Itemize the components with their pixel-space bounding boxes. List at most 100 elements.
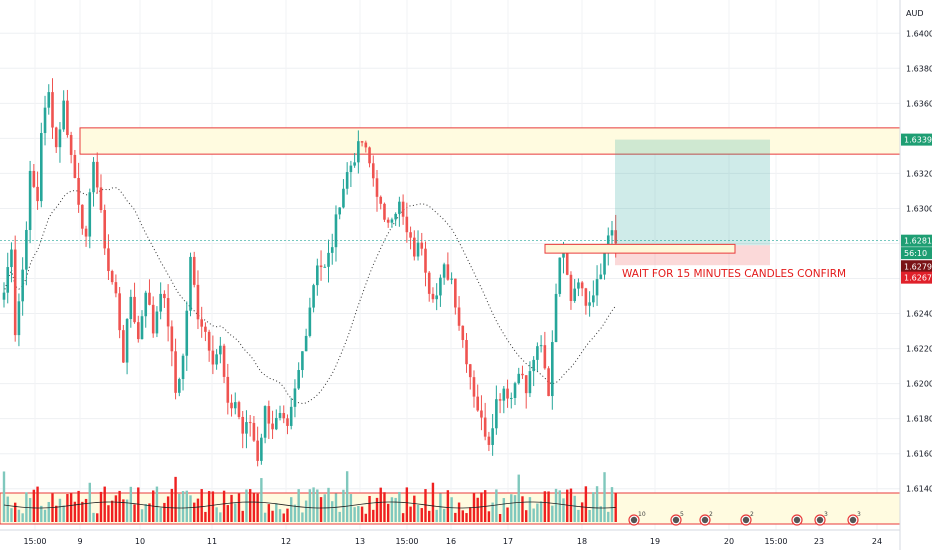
candle[interactable] <box>43 95 47 146</box>
candle[interactable] <box>599 263 603 280</box>
candle[interactable] <box>495 385 498 435</box>
candle[interactable] <box>178 377 181 397</box>
candle[interactable] <box>450 272 453 285</box>
event-marker[interactable]: 10 <box>628 511 646 526</box>
event-marker[interactable] <box>791 514 803 526</box>
candle[interactable] <box>364 140 368 153</box>
candle[interactable] <box>435 283 438 311</box>
candle[interactable] <box>398 196 401 227</box>
candle[interactable] <box>416 230 420 261</box>
candle[interactable] <box>274 409 278 431</box>
x-tick-label[interactable]: 18 <box>577 537 587 546</box>
candle[interactable] <box>592 280 595 308</box>
candle[interactable] <box>192 251 196 288</box>
candle[interactable] <box>427 270 431 302</box>
x-tick-label[interactable]: 17 <box>503 537 513 546</box>
candle[interactable] <box>99 174 103 213</box>
candle[interactable] <box>502 385 506 414</box>
x-tick-label[interactable]: 10 <box>135 537 145 546</box>
candle[interactable] <box>532 356 535 387</box>
candle[interactable] <box>267 400 271 439</box>
x-tick-label[interactable]: 16 <box>446 537 456 546</box>
candle[interactable] <box>573 278 576 303</box>
candle[interactable] <box>342 179 345 209</box>
candle[interactable] <box>584 287 588 315</box>
candle[interactable] <box>446 252 450 281</box>
candle[interactable] <box>51 78 54 139</box>
candle[interactable] <box>554 283 558 343</box>
candle[interactable] <box>405 202 409 243</box>
candle[interactable] <box>230 394 233 417</box>
candle[interactable] <box>170 320 174 367</box>
candle[interactable] <box>409 226 412 250</box>
candle[interactable] <box>390 217 394 228</box>
candle[interactable] <box>95 152 99 194</box>
candle[interactable] <box>457 296 461 331</box>
candle[interactable] <box>21 257 24 316</box>
candle[interactable] <box>610 220 614 248</box>
candle[interactable] <box>330 233 334 265</box>
candle[interactable] <box>25 221 28 286</box>
candle[interactable] <box>603 251 606 280</box>
candle[interactable] <box>81 204 84 235</box>
candle[interactable] <box>207 329 211 362</box>
candle[interactable] <box>327 239 330 283</box>
candles[interactable] <box>2 78 618 467</box>
candle[interactable] <box>289 397 293 430</box>
candle[interactable] <box>118 286 121 339</box>
candle[interactable] <box>151 296 155 338</box>
candle[interactable] <box>166 284 170 342</box>
candle[interactable] <box>148 279 151 306</box>
event-marker[interactable]: 2 <box>699 511 713 526</box>
position-overlay[interactable] <box>0 139 900 266</box>
candle[interactable] <box>547 366 550 397</box>
candle[interactable] <box>47 84 51 115</box>
candle[interactable] <box>368 146 371 168</box>
candle[interactable] <box>465 333 468 373</box>
candle[interactable] <box>468 363 472 390</box>
candle[interactable] <box>569 271 573 310</box>
candle[interactable] <box>222 343 226 384</box>
x-tick-label[interactable]: 15:00 <box>395 537 418 546</box>
candle[interactable] <box>245 410 248 449</box>
x-tick-label[interactable]: 24 <box>872 537 882 546</box>
candle[interactable] <box>248 414 252 437</box>
candle[interactable] <box>536 342 539 372</box>
x-tick-label[interactable]: 23 <box>814 537 824 546</box>
candle[interactable] <box>174 338 177 400</box>
candle[interactable] <box>323 264 327 268</box>
candle[interactable] <box>509 392 513 409</box>
candle[interactable] <box>383 202 386 222</box>
candle[interactable] <box>129 289 133 328</box>
candle[interactable] <box>308 297 312 338</box>
candle[interactable] <box>144 290 148 328</box>
candle[interactable] <box>252 415 256 442</box>
candle[interactable] <box>233 392 237 415</box>
candle[interactable] <box>40 122 43 208</box>
x-tick-label[interactable]: 15:00 <box>23 537 46 546</box>
candle[interactable] <box>498 393 502 414</box>
candle[interactable] <box>353 152 356 168</box>
candle[interactable] <box>316 258 319 296</box>
candle[interactable] <box>66 89 69 138</box>
candle[interactable] <box>200 306 203 338</box>
candle[interactable] <box>304 328 308 352</box>
candle[interactable] <box>211 335 215 375</box>
event-marker[interactable]: 3 <box>814 511 828 526</box>
x-tick-label[interactable]: 13 <box>355 537 365 546</box>
candle[interactable] <box>431 287 435 303</box>
candle[interactable] <box>588 291 591 317</box>
candle[interactable] <box>551 330 554 410</box>
candle[interactable] <box>371 155 375 187</box>
candle[interactable] <box>13 235 17 342</box>
candle[interactable] <box>77 162 80 213</box>
candle[interactable] <box>375 169 379 212</box>
candle[interactable] <box>133 282 136 324</box>
candle[interactable] <box>92 157 95 207</box>
candle[interactable] <box>312 283 315 313</box>
candle[interactable] <box>487 431 491 452</box>
event-marker[interactable]: 5 <box>670 511 684 526</box>
x-tick-label[interactable]: 20 <box>724 537 734 546</box>
candle[interactable] <box>6 252 10 304</box>
